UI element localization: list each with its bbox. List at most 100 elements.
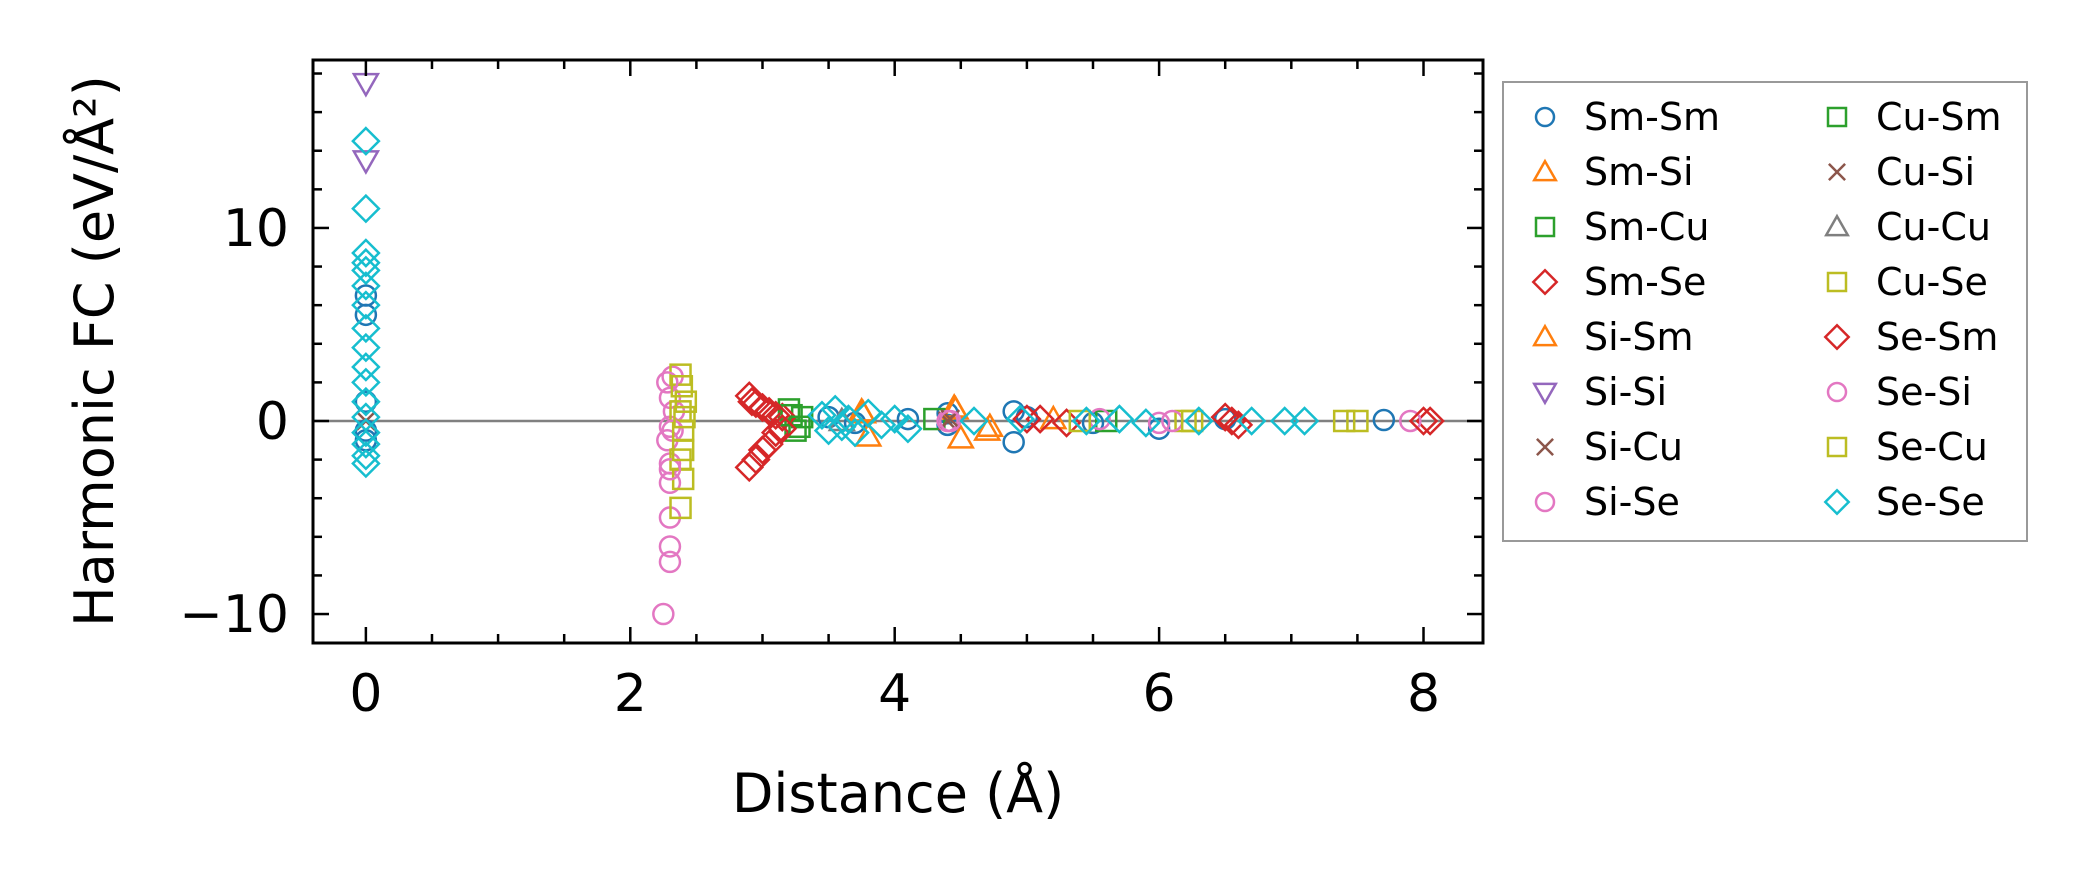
data-point: [671, 438, 695, 462]
legend-marker: [1534, 491, 1556, 513]
data-point: [351, 367, 381, 398]
data-point: [351, 417, 381, 448]
data-point: [351, 193, 381, 224]
data-point: [351, 386, 381, 417]
x-tick-label: 2: [614, 664, 647, 724]
data-point: [1005, 404, 1036, 434]
data-point: [741, 444, 771, 475]
data-point: [941, 394, 970, 420]
data-point: [734, 452, 765, 483]
data-point: [351, 313, 381, 344]
legend-marker: [1824, 213, 1850, 237]
legend-item: Sm-Sm: [1534, 95, 1720, 139]
legend-item: Se-Si: [1826, 370, 1972, 414]
data-point: [896, 407, 920, 431]
data-point: [1131, 408, 1161, 438]
x-tick-label: 4: [878, 664, 911, 724]
x-tick-label: 6: [1143, 664, 1176, 724]
data-point: [840, 417, 870, 448]
data-point: [351, 255, 381, 286]
data-point: [669, 363, 692, 386]
data-point: [1332, 409, 1356, 433]
legend-marker: [1536, 438, 1554, 456]
data-point: [820, 394, 850, 425]
y-axis-title: Harmonic FC (eV/Å²): [62, 75, 126, 627]
legend-marker: [1823, 323, 1851, 351]
data-point: [754, 429, 784, 459]
series-se-sm: [737, 386, 1439, 475]
data-point: [1180, 409, 1204, 433]
legend-item: Sm-Se: [1531, 260, 1706, 304]
legend-label: Cu-Se: [1876, 260, 1988, 304]
legend-marker: [1826, 271, 1848, 293]
series-se-cu: [670, 374, 1204, 462]
legend-marker: [1826, 381, 1848, 403]
data-point: [354, 390, 378, 413]
legend-marker: [1532, 382, 1558, 406]
plot-frame: [311, 58, 1485, 645]
y-tick-label: −10: [179, 585, 289, 645]
legend-item: Se-Sm: [1823, 315, 1998, 359]
legend-label: Sm-Cu: [1584, 205, 1709, 249]
legend-marker: [1826, 106, 1848, 128]
data-point: [658, 550, 682, 574]
data-point: [1002, 430, 1025, 454]
legend-label: Si-Se: [1584, 480, 1680, 524]
data-point: [1399, 409, 1422, 433]
data-point: [658, 458, 682, 481]
legend-label: Se-Cu: [1876, 425, 1988, 469]
legend-label: Sm-Se: [1584, 260, 1706, 304]
data-point: [893, 413, 923, 444]
data-point: [351, 332, 381, 363]
legend-label: Se-Sm: [1876, 315, 1998, 359]
axis-ticks: [313, 60, 1483, 643]
data-point: [351, 150, 381, 175]
data-point: [351, 126, 381, 156]
data-point: [658, 535, 682, 558]
data-point: [946, 423, 975, 449]
data-points: [351, 72, 1445, 626]
data-point: [351, 247, 381, 278]
data-point: [1002, 400, 1025, 423]
data-point: [1210, 402, 1240, 432]
legend-label: Cu-Si: [1876, 150, 1975, 194]
legend-item: Cu-Cu: [1824, 205, 1991, 249]
data-point: [669, 496, 692, 520]
data-point: [1415, 406, 1445, 436]
legend-item: Cu-Sm: [1826, 95, 2001, 139]
legend-marker: [1826, 436, 1848, 458]
legend-marker: [1531, 268, 1559, 296]
legend-label: Cu-Sm: [1876, 95, 2001, 139]
data-point: [351, 271, 381, 301]
data-point: [674, 390, 698, 413]
data-point: [354, 303, 378, 327]
legend-item: Cu-Si: [1828, 150, 1975, 194]
y-tick-label: 10: [223, 199, 289, 259]
legend-item: Se-Cu: [1826, 425, 1988, 469]
data-point: [1223, 410, 1254, 440]
legend-label: Si-Si: [1584, 370, 1667, 414]
data-point: [652, 602, 675, 626]
legend-label: Si-Cu: [1584, 425, 1683, 469]
data-point: [670, 374, 694, 398]
legend-marker: [1828, 163, 1846, 181]
y-tick-label: 0: [256, 392, 289, 452]
data-point: [351, 290, 381, 320]
x-tick-label: 0: [349, 664, 382, 724]
data-point: [1236, 406, 1267, 436]
legend-item: Si-Si: [1532, 370, 1667, 414]
legend: Sm-Sm Sm-Si Sm-Cu Sm-Se Si-Sm Si-Si Si-Cu Si-Se…: [1502, 81, 2028, 542]
data-point: [351, 352, 381, 382]
legend-marker: [1534, 106, 1556, 128]
data-point: [351, 440, 381, 471]
data-point: [1372, 408, 1396, 432]
data-point: [813, 415, 844, 446]
data-point: [1346, 409, 1369, 433]
data-point: [1269, 406, 1300, 436]
legend-marker: [1532, 158, 1558, 182]
data-point: [1071, 406, 1102, 436]
data-point: [1183, 406, 1214, 436]
data-point: [351, 448, 381, 479]
data-point: [807, 400, 837, 430]
